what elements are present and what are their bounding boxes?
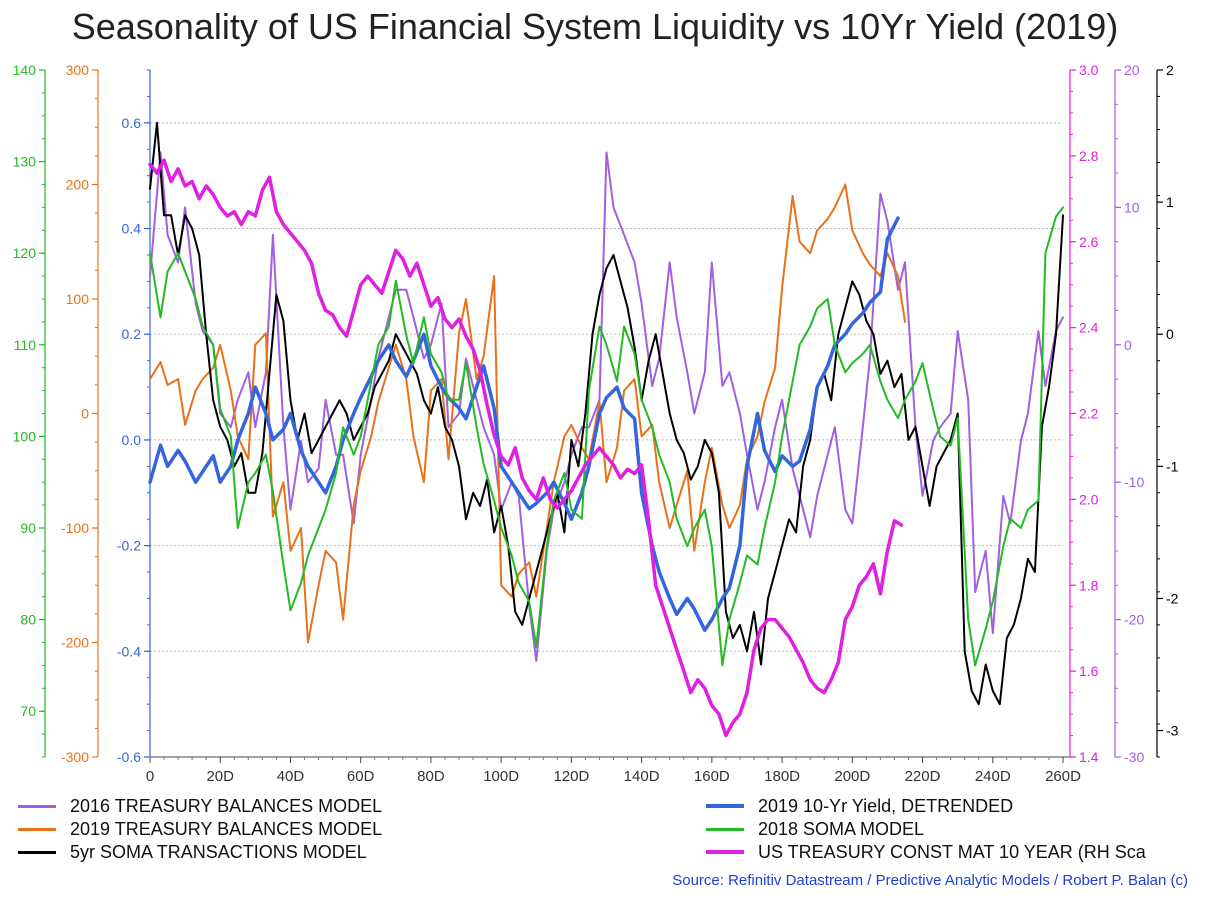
y-tick-label: 110 bbox=[14, 337, 37, 353]
source-note: Source: Refinitiv Datastream / Predictiv… bbox=[672, 872, 1188, 889]
legend-item: 2018 SOMA MODEL bbox=[706, 818, 924, 840]
y-tick-label: 130 bbox=[13, 154, 37, 170]
legend-swatch bbox=[706, 827, 744, 831]
y-tick-label: 2.0 bbox=[1079, 491, 1099, 507]
x-tick-label: 240D bbox=[975, 768, 1011, 785]
legend-item: 2019 10-Yr Yield, DETRENDED bbox=[706, 795, 1013, 817]
y-tick-label: -2 bbox=[1166, 590, 1179, 606]
legend-label: US TREASURY CONST MAT 10 YEAR (RH Sca bbox=[758, 841, 1146, 862]
series-lines bbox=[148, 121, 1064, 738]
y-tick-label: 120 bbox=[13, 245, 37, 261]
y-tick-label: 1.4 bbox=[1079, 749, 1099, 765]
y-tick-label: 100 bbox=[66, 291, 90, 307]
y-tick-label: 2.4 bbox=[1079, 320, 1099, 336]
y-tick-label: 140 bbox=[13, 62, 37, 78]
legend-label: 5yr SOMA TRANSACTIONS MODEL bbox=[70, 841, 367, 862]
y-tick-label: 80 bbox=[20, 612, 36, 628]
legend-label: 2016 TREASURY BALANCES MODEL bbox=[70, 795, 383, 816]
axes: 0 20D 40D 60D 80D 100D 120D 140D 160D 180D 200D 220… bbox=[13, 62, 1179, 785]
chart-title: Seasonality of US Financial System Liqui… bbox=[71, 6, 1119, 47]
x-tick-label: 120D bbox=[553, 768, 589, 785]
y-tick-label: 0.0 bbox=[122, 432, 142, 448]
x-tick-label: 180D bbox=[764, 768, 800, 785]
legend-item: 2019 TREASURY BALANCES MODEL bbox=[18, 818, 382, 840]
x-tick-label: 40D bbox=[277, 768, 305, 785]
x-tick-label: 260D bbox=[1045, 768, 1081, 785]
y-tick-label: -0.2 bbox=[117, 538, 141, 554]
y-tick-label: -200 bbox=[61, 635, 89, 651]
y-tick-label: 2.2 bbox=[1079, 406, 1099, 422]
y-tick-label: -100 bbox=[61, 520, 89, 536]
y-tick-label: 3.0 bbox=[1079, 62, 1099, 78]
legend-label: 2019 10-Yr Yield, DETRENDED bbox=[758, 795, 1014, 816]
y-tick-label: 0 bbox=[81, 406, 89, 422]
x-tick-label: 80D bbox=[417, 768, 445, 785]
x-tick-label: 0 bbox=[146, 768, 154, 785]
legend-swatch bbox=[18, 850, 56, 854]
y-tick-label: 20 bbox=[1124, 62, 1140, 78]
y-tick-label: -3 bbox=[1166, 723, 1179, 739]
y-tick-label: -10 bbox=[1124, 474, 1144, 490]
legend: 2016 TREASURY BALANCES MODEL 2019 TREASUR… bbox=[0, 795, 1210, 865]
y-tick-label: 0 bbox=[1124, 337, 1132, 353]
y-tick-label: 0.2 bbox=[122, 326, 142, 342]
x-tick-label: 220D bbox=[905, 768, 941, 785]
y-tick-label: -0.4 bbox=[117, 643, 141, 659]
grid bbox=[150, 122, 1063, 652]
x-tick-label: 200D bbox=[834, 768, 870, 785]
legend-item: 2016 TREASURY BALANCES MODEL bbox=[18, 795, 382, 817]
y-tick-label: -20 bbox=[1124, 612, 1144, 628]
y-tick-label: 1 bbox=[1166, 194, 1174, 210]
y-tick-label: 90 bbox=[20, 520, 36, 536]
series-line bbox=[149, 206, 1064, 667]
legend-swatch bbox=[18, 804, 56, 808]
y-tick-label: 1.6 bbox=[1079, 663, 1099, 679]
x-tick-label: 60D bbox=[347, 768, 375, 785]
series-line bbox=[149, 121, 1064, 706]
legend-swatch bbox=[706, 804, 744, 808]
y-tick-label: 2 bbox=[1166, 62, 1174, 78]
y-tick-label: 2.6 bbox=[1079, 234, 1099, 250]
legend-swatch bbox=[18, 827, 56, 831]
y-tick-label: 0.4 bbox=[122, 221, 142, 237]
series-line bbox=[149, 183, 906, 644]
y-tick-label: -300 bbox=[61, 749, 89, 765]
y-tick-label: 10 bbox=[1124, 199, 1140, 215]
legend-label: 2018 SOMA MODEL bbox=[758, 818, 925, 839]
y-tick-label: 1.8 bbox=[1079, 577, 1099, 593]
y-tick-label: -0.6 bbox=[117, 749, 141, 765]
y-tick-label: 0.6 bbox=[122, 115, 142, 131]
series-line bbox=[148, 216, 900, 632]
series-line bbox=[148, 158, 904, 738]
y-tick-label: 2.8 bbox=[1079, 148, 1099, 164]
legend-swatch bbox=[706, 850, 744, 854]
y-tick-label: 0 bbox=[1166, 326, 1174, 342]
y-tick-label: 70 bbox=[20, 703, 36, 719]
y-tick-label: -1 bbox=[1166, 458, 1179, 474]
x-tick-label: 140D bbox=[624, 768, 660, 785]
x-tick-label: 20D bbox=[206, 768, 234, 785]
legend-item: 5yr SOMA TRANSACTIONS MODEL bbox=[18, 841, 367, 863]
y-tick-label: 200 bbox=[66, 177, 90, 193]
legend-label: 2019 TREASURY BALANCES MODEL bbox=[70, 818, 383, 839]
y-tick-label: -30 bbox=[1124, 749, 1144, 765]
x-tick-label: 160D bbox=[694, 768, 730, 785]
y-tick-label: 300 bbox=[66, 62, 90, 78]
legend-item: US TREASURY CONST MAT 10 YEAR (RH Sca bbox=[706, 841, 1146, 863]
y-tick-label: 100 bbox=[13, 428, 37, 444]
x-tick-label: 100D bbox=[483, 768, 519, 785]
